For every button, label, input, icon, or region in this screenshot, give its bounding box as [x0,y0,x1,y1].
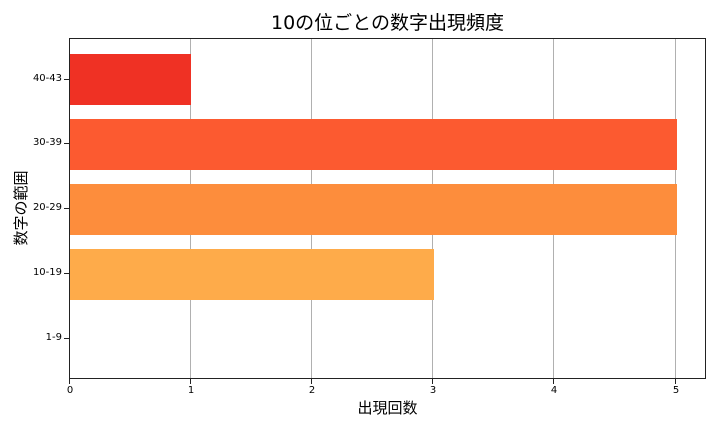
ytick-label: 1-9 [45,332,62,343]
xtick-mark [553,379,554,384]
bar-30-39 [70,119,677,171]
ytick-label: 20-29 [32,202,62,213]
y-axis-label: 数字の範囲 [12,170,30,246]
xtick-label: 5 [672,385,680,396]
ytick-label: 10-19 [32,267,62,278]
xtick-label: 2 [308,385,316,396]
bar-10-19 [70,248,434,300]
ytick-label: 40-43 [32,73,62,84]
xtick-mark [675,379,676,384]
bar-20-29 [70,183,677,235]
x-axis-label: 出現回数 [357,399,418,417]
xtick-mark [311,379,312,384]
bar-40-43 [70,54,192,106]
xtick-label: 0 [66,385,74,396]
ytick-mark [64,79,69,80]
xtick-mark [69,379,70,384]
ytick-mark [64,143,69,144]
xtick-label: 3 [429,385,437,396]
plot-area [69,38,706,379]
ytick-mark [64,208,69,209]
xtick-label: 1 [187,385,195,396]
ytick-label: 30-39 [32,137,62,148]
ytick-mark [64,273,69,274]
xtick-mark [432,379,433,384]
xtick-mark [190,379,191,384]
xtick-label: 4 [550,385,558,396]
ytick-mark [64,338,69,339]
chart-title: 10の位ごとの数字出現頻度 [271,12,504,34]
